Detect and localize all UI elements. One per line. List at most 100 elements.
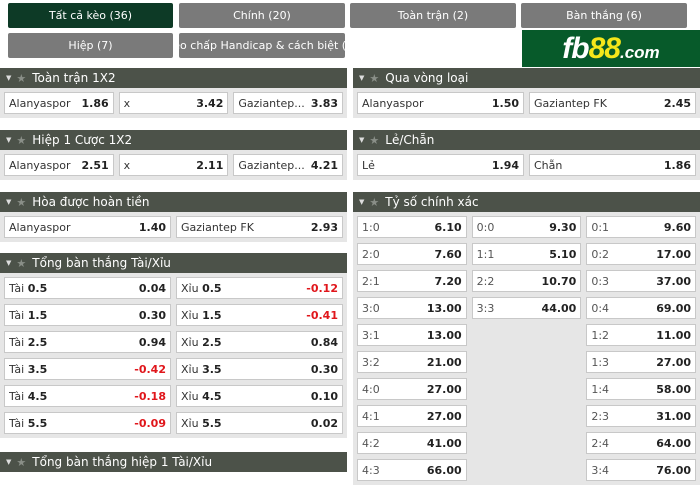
odds-cell[interactable]: Tài 1.5 0.30 [4,304,171,326]
tab-1[interactable]: Tất cả kèo (36) [8,3,173,28]
odds-cell[interactable]: 0:0 9.30 [471,216,582,238]
selection-name: Tài [9,416,25,430]
odds-cell[interactable]: Gaziantep... 3.83 [233,92,344,114]
odds-value: 17.00 [656,247,692,261]
odds-cell[interactable]: Xỉu 2.5 0.84 [176,331,343,353]
odds-cell[interactable]: Xỉu 0.5 -0.12 [176,277,343,299]
collapse-triangle-icon[interactable]: ▼ [359,74,365,82]
odds-cell[interactable]: x 3.42 [118,92,229,114]
favorite-star-icon[interactable]: ★ [16,195,27,209]
selection-name: Alanyaspor [9,220,71,234]
odds-cell[interactable]: Gaziantep FK 2.45 [529,92,696,114]
selection-name: x [123,96,131,110]
odds-cell[interactable]: 4:3 66.00 [357,459,467,481]
odds-cell[interactable]: Tài 2.5 0.94 [4,331,171,353]
selection-name: 3:4 [591,463,610,477]
collapse-triangle-icon[interactable]: ▼ [359,198,365,206]
favorite-star-icon[interactable]: ★ [16,133,27,147]
fb88-logo: fb 88 .com [522,30,700,67]
odds-cell[interactable]: Lẻ 1.94 [357,154,524,176]
selection-label: Xỉu 1.5 [181,309,222,322]
tab-3[interactable]: Toàn trận (2) [350,3,516,28]
section-header[interactable]: ▼ ★ Qua vòng loại [353,68,700,88]
odds-cell[interactable]: Xỉu 3.5 0.30 [176,358,343,380]
odds-cell[interactable]: 3:2 21.00 [357,351,467,373]
odds-cell[interactable]: x 2.11 [118,154,229,176]
collapse-triangle-icon[interactable]: ▼ [359,136,365,144]
collapse-triangle-icon[interactable]: ▼ [6,74,12,82]
odds-cell[interactable]: Alanyaspor 1.40 [4,216,171,238]
section-header[interactable]: ▼ ★ Hòa được hoàn tiền [0,192,347,212]
odds-cell[interactable]: Xỉu 5.5 0.02 [176,412,343,434]
odds-value: 9.30 [549,220,577,234]
favorite-star-icon[interactable]: ★ [16,256,27,270]
section-header[interactable]: ▼ ★ Tổng bàn thắng hiệp 1 Tài/Xỉu [0,452,347,472]
tab-4[interactable]: Bàn thắng (6) [521,3,687,28]
odds-cell[interactable]: Tài 4.5 -0.18 [4,385,171,407]
odds-cell[interactable]: 0:2 17.00 [586,243,697,265]
section-header[interactable]: ▼ ★ Tỷ số chính xác [353,192,700,212]
odds-cell[interactable]: 1:4 58.00 [586,378,697,400]
favorite-star-icon[interactable]: ★ [16,71,27,85]
odds-cell[interactable]: 3:4 76.00 [586,459,697,481]
selection-name: Xỉu [181,389,199,403]
selection-name: 2:4 [591,436,610,450]
tab-2[interactable]: Chính (20) [179,3,345,28]
tab-5[interactable]: Hiệp (7) [8,33,173,58]
section-header[interactable]: ▼ ★ Hiệp 1 Cược 1X2 [0,130,347,150]
odds-cell[interactable]: 0:4 69.00 [586,297,697,319]
selection-label: Tài 0.5 [9,282,47,295]
odds-cell[interactable]: Alanyaspor 2.51 [4,154,114,176]
odds-cell[interactable]: 4:2 41.00 [357,432,467,454]
odds-cell[interactable]: 0:3 37.00 [586,270,697,292]
odds-cell[interactable]: 1:0 6.10 [357,216,467,238]
collapse-triangle-icon[interactable]: ▼ [6,198,12,206]
collapse-triangle-icon[interactable]: ▼ [6,458,12,466]
section-title: Tổng bàn thắng hiệp 1 Tài/Xỉu [32,455,213,469]
section-header[interactable]: ▼ ★ Lẻ/Chẵn [353,130,700,150]
odds-cell[interactable]: Tài 3.5 -0.42 [4,358,171,380]
odds-cell[interactable]: 4:1 27.00 [357,405,467,427]
favorite-star-icon[interactable]: ★ [16,455,27,469]
odds-cell[interactable]: 2:1 7.20 [357,270,467,292]
odds-cell[interactable]: 1:1 5.10 [471,243,582,265]
collapse-triangle-icon[interactable]: ▼ [6,136,12,144]
odds-cell[interactable]: 2:3 31.00 [586,405,697,427]
odds-cell[interactable]: 2:4 64.00 [586,432,697,454]
odds-cell[interactable]: 3:3 44.00 [471,297,582,319]
odds-row: 4:3 66.00 3:4 76.00 [357,459,697,481]
tab-6[interactable]: Kèo chấp Handicap & cách biệt (1) [179,33,345,58]
odds-cell[interactable]: Xỉu 4.5 0.10 [176,385,343,407]
selection-name: 2:3 [591,409,610,423]
line-value: 2.5 [27,335,48,349]
odds-cell[interactable]: 4:0 27.00 [357,378,467,400]
odds-value: 2.11 [196,158,224,172]
odds-cell[interactable]: 3:1 13.00 [357,324,467,346]
odds-cell[interactable]: Alanyaspor 1.50 [357,92,524,114]
odds-cell[interactable]: 0:1 9.60 [586,216,697,238]
odds-value: 76.00 [656,463,692,477]
odds-cell[interactable]: Gaziantep FK 2.93 [176,216,343,238]
odds-value: 2.45 [663,96,691,110]
selection-label: 1:1 [477,248,495,261]
odds-cell[interactable]: Chẵn 1.86 [529,154,696,176]
selection-name: 3:2 [362,355,380,369]
collapse-triangle-icon[interactable]: ▼ [6,259,12,267]
odds-cell[interactable]: 1:3 27.00 [586,351,697,373]
odds-cell[interactable]: Alanyaspor 1.86 [4,92,114,114]
favorite-star-icon[interactable]: ★ [369,195,380,209]
odds-cell[interactable]: Tài 0.5 0.04 [4,277,171,299]
selection-name: x [123,158,131,172]
odds-cell[interactable]: 1:2 11.00 [586,324,697,346]
section-header[interactable]: ▼ ★ Toàn trận 1X2 [0,68,347,88]
odds-row: 4:2 41.00 2:4 64.00 [357,432,697,454]
odds-cell[interactable]: Xỉu 1.5 -0.41 [176,304,343,326]
favorite-star-icon[interactable]: ★ [369,71,380,85]
odds-cell[interactable]: 3:0 13.00 [357,297,467,319]
odds-cell[interactable]: 2:0 7.60 [357,243,467,265]
odds-cell[interactable]: Gaziantep... 4.21 [233,154,344,176]
odds-cell[interactable]: Tài 5.5 -0.09 [4,412,171,434]
odds-cell[interactable]: 2:2 10.70 [471,270,582,292]
section-header[interactable]: ▼ ★ Tổng bàn thắng Tài/Xỉu [0,253,347,273]
favorite-star-icon[interactable]: ★ [369,133,380,147]
